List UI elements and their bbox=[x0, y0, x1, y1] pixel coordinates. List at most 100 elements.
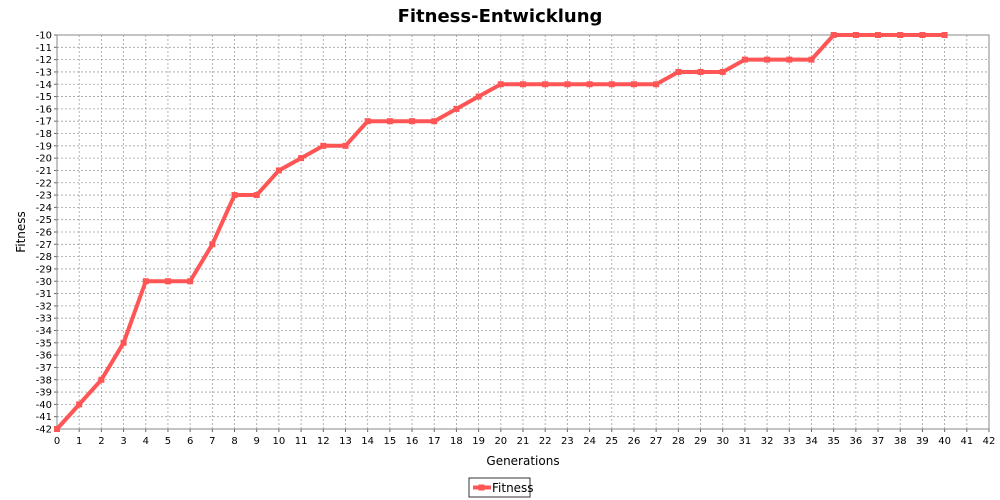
data-point bbox=[764, 56, 771, 63]
series-layer bbox=[54, 32, 948, 432]
x-tick-label: 30 bbox=[716, 436, 729, 447]
x-tick-label: 8 bbox=[231, 436, 237, 447]
data-point bbox=[120, 339, 127, 346]
y-tick-label: -12 bbox=[36, 55, 52, 66]
x-tick-label: 31 bbox=[739, 436, 752, 447]
data-point bbox=[76, 401, 83, 408]
data-point bbox=[675, 68, 682, 75]
y-tick-label: -30 bbox=[36, 277, 52, 288]
data-point bbox=[897, 32, 904, 38]
y-tick-label: -36 bbox=[36, 351, 52, 362]
x-tick-label: 15 bbox=[383, 436, 396, 447]
x-tick-label: 18 bbox=[450, 436, 463, 447]
plot-area bbox=[56, 34, 990, 430]
data-point bbox=[497, 81, 504, 88]
y-tick-label: -35 bbox=[36, 338, 52, 349]
y-tick-label: -23 bbox=[36, 191, 52, 202]
data-point bbox=[520, 81, 526, 88]
data-point bbox=[98, 376, 105, 383]
y-axis-label: Fitness bbox=[14, 211, 28, 253]
x-tick-label: 27 bbox=[650, 436, 663, 447]
x-tick-label: 20 bbox=[494, 436, 507, 447]
x-tick-label: 6 bbox=[187, 436, 193, 447]
data-point bbox=[875, 32, 882, 38]
x-tick-label: 9 bbox=[254, 436, 260, 447]
data-point bbox=[830, 32, 837, 38]
x-tick-label: 21 bbox=[517, 436, 530, 447]
data-point bbox=[320, 142, 327, 149]
data-point bbox=[808, 56, 815, 63]
x-tick-label: 29 bbox=[694, 436, 707, 447]
y-tick-label: -28 bbox=[36, 252, 52, 263]
y-tick-label: -26 bbox=[36, 228, 52, 239]
legend-swatch-marker bbox=[478, 484, 485, 491]
data-point bbox=[142, 278, 149, 285]
x-tick-label: 24 bbox=[583, 436, 596, 447]
y-tick-label: -14 bbox=[36, 80, 52, 91]
legend: Fitness bbox=[468, 477, 534, 498]
data-point bbox=[941, 32, 948, 38]
x-tick-label: 42 bbox=[983, 436, 996, 447]
y-tick-label: -25 bbox=[36, 215, 52, 226]
data-point bbox=[164, 278, 171, 285]
y-tick-label: -33 bbox=[36, 314, 52, 325]
data-point bbox=[187, 278, 194, 285]
x-tick-label: 17 bbox=[428, 436, 441, 447]
data-point bbox=[475, 93, 482, 100]
chart-title: Fitness-Entwicklung bbox=[398, 6, 603, 27]
y-tick-label: -24 bbox=[36, 203, 52, 214]
data-point bbox=[209, 241, 216, 248]
grid-lines bbox=[56, 34, 990, 430]
y-axis-ticks: -10-11-12-13 -14-15-16 -17-18-19 -20-21-22 -… bbox=[36, 31, 57, 436]
x-tick-label: 41 bbox=[960, 436, 973, 447]
y-tick-label: -37 bbox=[36, 363, 52, 374]
x-tick-label: 7 bbox=[209, 436, 215, 447]
data-point bbox=[431, 118, 438, 125]
x-tick-label: 25 bbox=[605, 436, 618, 447]
y-tick-label: -22 bbox=[36, 178, 52, 189]
x-tick-label: 4 bbox=[143, 436, 149, 447]
x-tick-label: 3 bbox=[120, 436, 126, 447]
x-tick-label: 23 bbox=[561, 436, 574, 447]
x-tick-label: 35 bbox=[827, 436, 840, 447]
data-point bbox=[54, 426, 60, 432]
x-tick-label: 12 bbox=[317, 436, 330, 447]
data-point bbox=[253, 192, 260, 199]
x-tick-label: 32 bbox=[761, 436, 774, 447]
y-tick-label: -27 bbox=[36, 240, 52, 251]
y-tick-label: -18 bbox=[36, 129, 52, 140]
x-tick-label: 13 bbox=[339, 436, 352, 447]
x-tick-label: 36 bbox=[849, 436, 862, 447]
y-tick-label: -19 bbox=[36, 141, 52, 152]
y-tick-label: -11 bbox=[36, 43, 52, 54]
x-tick-label: 5 bbox=[165, 436, 171, 447]
data-point bbox=[342, 142, 349, 149]
data-point bbox=[298, 155, 305, 162]
x-tick-label: 14 bbox=[361, 436, 374, 447]
x-tick-label: 10 bbox=[273, 436, 286, 447]
x-tick-label: 34 bbox=[805, 436, 818, 447]
data-point bbox=[275, 167, 282, 174]
y-tick-label: -40 bbox=[36, 400, 52, 411]
x-tick-label: 19 bbox=[472, 436, 485, 447]
y-tick-label: -20 bbox=[36, 154, 52, 165]
x-tick-label: 40 bbox=[938, 436, 951, 447]
x-tick-label: 0 bbox=[54, 436, 60, 447]
x-tick-label: 38 bbox=[894, 436, 907, 447]
data-point bbox=[719, 68, 726, 75]
data-point bbox=[741, 56, 748, 63]
x-tick-label: 33 bbox=[783, 436, 796, 447]
data-point bbox=[231, 192, 238, 199]
legend-box bbox=[468, 477, 531, 498]
x-tick-label: 37 bbox=[872, 436, 885, 447]
y-tick-label: -15 bbox=[36, 92, 52, 103]
data-point bbox=[630, 81, 637, 88]
data-point bbox=[453, 105, 460, 112]
x-tick-label: 1 bbox=[76, 436, 82, 447]
y-tick-label: -13 bbox=[36, 67, 52, 78]
y-tick-label: -39 bbox=[36, 388, 52, 399]
x-tick-label: 22 bbox=[539, 436, 552, 447]
y-tick-label: -16 bbox=[36, 104, 52, 115]
